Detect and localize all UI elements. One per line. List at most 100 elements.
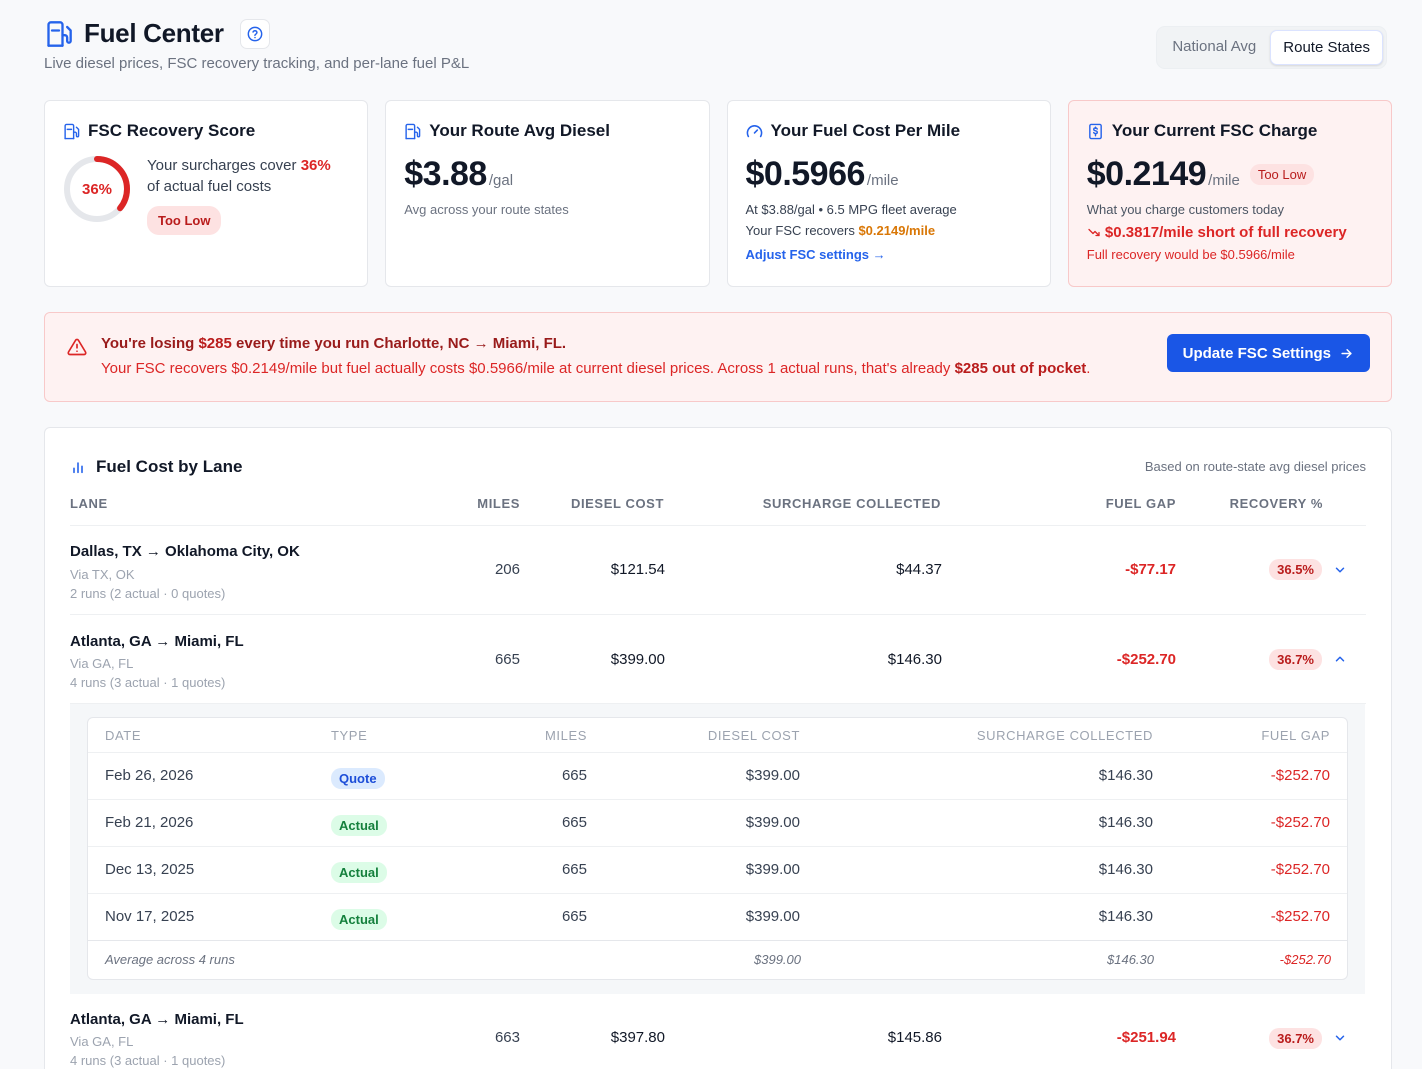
average-label: Average across 4 runs	[105, 952, 235, 967]
chevron-up-icon[interactable]	[1333, 652, 1347, 666]
run-miles: 665	[561, 814, 587, 831]
run-fuel-gap: -$252.70	[1270, 767, 1330, 784]
panel-note: Based on route-state avg diesel prices	[1144, 459, 1366, 474]
run-type-badge: Quote	[331, 768, 385, 789]
divider	[88, 799, 1347, 800]
bar-chart-icon	[73, 462, 83, 474]
run-date: Feb 26, 2026	[105, 767, 194, 784]
column-header: DIESEL COST	[570, 496, 664, 511]
status-badge: Too Low	[147, 206, 222, 235]
card-title: Your Route Avg Diesel	[429, 121, 610, 140]
column-header: DATE	[105, 728, 142, 743]
recovery-badge: 36.7%	[1269, 1028, 1322, 1049]
run-date: Nov 17, 2025	[105, 908, 195, 925]
average-fuel-gap: -$252.70	[1279, 952, 1331, 967]
fuel-pump-icon	[64, 123, 80, 139]
fsc-recovers-note: Your FSC recovers $0.2149/mile	[745, 223, 936, 238]
page-header: Fuel Center Live diesel prices, FSC reco…	[44, 18, 1390, 78]
fuel-pump-icon	[405, 123, 421, 139]
column-header: LANE	[70, 496, 108, 511]
run-date: Feb 21, 2026	[105, 814, 194, 831]
fuel-cost-by-lane-panel: Fuel Cost by Lane Based on route-state a…	[44, 427, 1392, 1069]
alert-headline: You're losing $285 every time you run Ch…	[101, 335, 567, 352]
route-avg-value: $3.88	[404, 155, 487, 193]
run-history-table: DATE TYPE MILES DIESEL COST SURCHARGE CO…	[87, 717, 1348, 980]
run-diesel-cost: $399.00	[745, 861, 800, 878]
column-header: SURCHARGE COLLECTED	[762, 496, 941, 511]
recovery-ring-gauge: 36%	[63, 155, 131, 223]
lane-name: Atlanta, GA → Miami, FL	[70, 633, 244, 650]
unit-label: /mile	[866, 172, 899, 189]
run-type-badge: Actual	[331, 815, 387, 836]
lane-diesel-cost: $121.54	[610, 561, 665, 578]
lane-via: Via GA, FL	[70, 1034, 134, 1049]
receipt-dollar-icon	[1088, 123, 1102, 139]
lane-surcharge: $44.37	[896, 561, 942, 578]
fuel-pump-icon	[44, 19, 74, 49]
divider	[88, 940, 1347, 941]
run-surcharge: $146.30	[1098, 861, 1153, 878]
adjust-fsc-link[interactable]: Adjust FSC settings →	[745, 247, 886, 262]
column-header: MILES	[544, 728, 587, 743]
chevron-down-icon[interactable]	[1333, 1031, 1347, 1045]
run-surcharge: $146.30	[1098, 767, 1153, 784]
lane-diesel-cost: $399.00	[610, 651, 665, 668]
chevron-down-icon[interactable]	[1333, 563, 1347, 577]
card-title: Your Current FSC Charge	[1111, 121, 1318, 140]
lane-diesel-cost: $397.80	[610, 1029, 665, 1046]
lane-fuel-gap: -$251.94	[1116, 1029, 1176, 1046]
toggle-national-avg[interactable]: National Avg	[1172, 38, 1257, 55]
column-header: RECOVERY %	[1229, 496, 1323, 511]
fleet-average-note: At $3.88/gal • 6.5 MPG fleet average	[745, 202, 957, 217]
column-header: MILES	[477, 496, 520, 511]
loss-alert-banner: You're losing $285 every time you run Ch…	[44, 312, 1392, 402]
lane-runs: 2 runs (2 actual · 0 quotes)	[70, 586, 226, 601]
lane-surcharge: $146.30	[887, 651, 942, 668]
page-title: Fuel Center	[84, 18, 224, 48]
shortfall-text: $0.3817/mile short of full recovery	[1087, 224, 1373, 241]
lane-miles: 206	[494, 561, 520, 578]
lane-via: Via GA, FL	[70, 656, 134, 671]
average-surcharge: $146.30	[1107, 952, 1154, 967]
lane-via: Via TX, OK	[70, 567, 135, 582]
run-fuel-gap: -$252.70	[1270, 861, 1330, 878]
update-fsc-settings-button[interactable]: Update FSC Settings	[1166, 334, 1370, 372]
panel-title: Fuel Cost by Lane	[96, 457, 243, 476]
lane-miles: 665	[494, 651, 520, 668]
run-surcharge: $146.30	[1098, 814, 1153, 831]
column-header: SURCHARGE COLLECTED	[976, 728, 1153, 743]
column-header: TYPE	[331, 728, 368, 743]
trending-down-icon	[1088, 228, 1100, 237]
recovery-score-card: FSC Recovery Score 36% Your surcharges c…	[44, 100, 369, 287]
ring-label: 36%	[81, 180, 113, 198]
lane-detail-section: DATE TYPE MILES DIESEL COST SURCHARGE CO…	[70, 704, 1365, 994]
run-date: Dec 13, 2025	[105, 861, 195, 878]
column-header: DIESEL COST	[707, 728, 800, 743]
full-recovery-note: Full recovery would be $0.5966/mile	[1086, 247, 1295, 262]
card-title: Your Fuel Cost Per Mile	[770, 121, 961, 140]
run-type-badge: Actual	[331, 862, 387, 883]
run-diesel-cost: $399.00	[745, 908, 800, 925]
run-fuel-gap: -$252.70	[1270, 908, 1330, 925]
lane-surcharge: $145.86	[887, 1029, 942, 1046]
current-fsc-card: Your Current FSC Charge $0.2149 /mile To…	[1067, 100, 1392, 287]
run-miles: 665	[561, 908, 587, 925]
cost-per-mile-value: $0.5966	[745, 155, 866, 193]
card-note: What you charge customers today	[1086, 202, 1285, 217]
lane-miles: 663	[494, 1029, 520, 1046]
status-badge: Too Low	[1249, 164, 1315, 185]
page-subtitle: Live diesel prices, FSC recovery trackin…	[44, 55, 470, 72]
help-button[interactable]	[239, 18, 270, 49]
toggle-route-states[interactable]: Route States	[1270, 30, 1383, 65]
recovery-description: Your surcharges cover 36% of actual fuel…	[147, 155, 331, 235]
route-avg-diesel-card: Your Route Avg Diesel $3.88 /gal Avg acr…	[385, 100, 710, 287]
lane-fuel-gap: -$252.70	[1116, 651, 1176, 668]
column-header: FUEL GAP	[1105, 496, 1176, 511]
lane-fuel-gap: -$77.17	[1125, 561, 1176, 578]
recovery-badge: 36.5%	[1269, 559, 1322, 580]
alert-detail: Your FSC recovers $0.2149/mile but fuel …	[101, 360, 1091, 377]
lane-name: Dallas, TX → Oklahoma City, OK	[70, 543, 300, 560]
card-title: FSC Recovery Score	[88, 121, 256, 140]
summary-cards: FSC Recovery Score 36% Your surcharges c…	[44, 100, 1392, 287]
run-diesel-cost: $399.00	[745, 814, 800, 831]
